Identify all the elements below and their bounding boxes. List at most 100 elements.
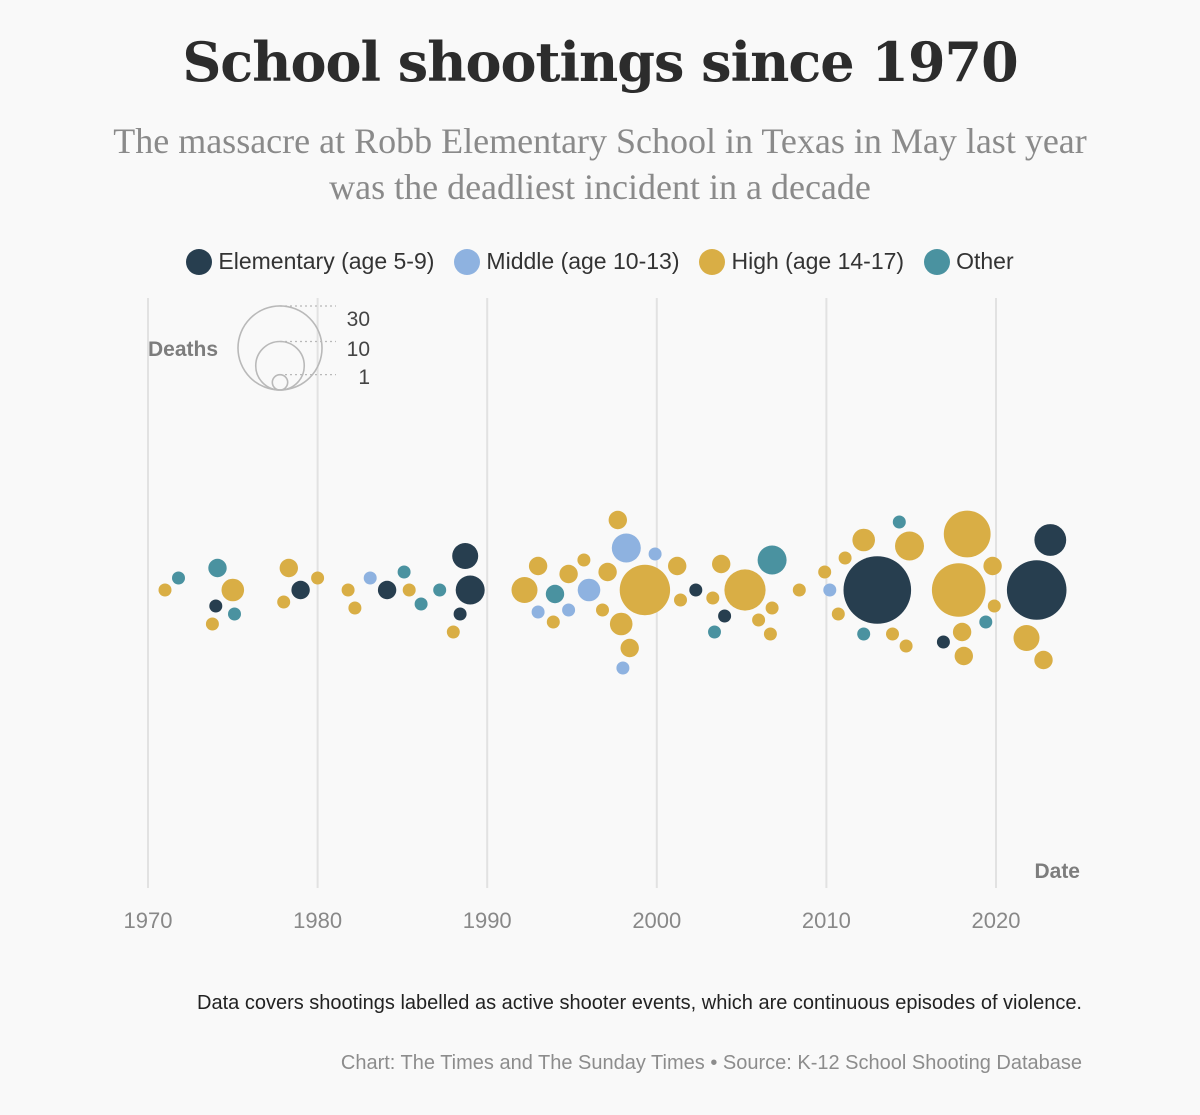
size-legend-circle-30 [237,305,323,391]
bubble-elementary-7 [455,575,485,605]
bubble-other-76 [979,615,993,629]
bubble-high-63 [831,607,845,621]
bubble-high-56 [674,593,687,607]
bubble-other-70 [397,565,411,579]
bubble-elementary-35 [453,607,467,621]
bubble-high-23 [598,562,617,582]
size-legend-label-1: 1 [358,366,370,389]
bubble-middle-44 [823,583,837,597]
footnote: Data covers shootings labelled as active… [197,992,1082,1014]
bubble-high-58 [752,613,766,627]
bubble-high-45 [158,583,172,597]
bubble-other-10 [757,545,787,575]
bubble-high-13 [1013,625,1040,651]
bubble-middle-42 [616,661,630,675]
bubble-other-74 [857,627,871,641]
legend-item-other: Other [924,248,1014,275]
x-tick-label-2000: 2000 [632,908,681,933]
bubble-elementary-38 [936,635,950,649]
bubble-high-12 [511,577,538,603]
bubble-high-46 [205,617,219,631]
size-legend: Deaths 30 10 1 [148,305,370,391]
legend-label-elementary: Elementary (age 5-9) [218,248,435,274]
legend-label-middle: Middle (age 10-13) [486,248,680,274]
bubble-other-33 [545,584,565,604]
bubbles [158,510,1067,675]
bubble-middle-40 [531,605,545,619]
size-legend-label-10: 10 [347,338,370,361]
bubble-elementary-19 [377,580,397,600]
size-legend-title: Deaths [148,338,218,361]
bubble-elementary-6 [1034,524,1067,556]
x-axis-ticks: 1970 1980 1990 2000 2010 2020 [124,908,1021,933]
bubble-high-47 [277,595,291,609]
bubble-middle-8 [611,533,641,563]
bubble-middle-41 [562,603,576,617]
bubble-high-67 [987,599,1001,613]
bubble-other-72 [433,583,447,597]
bubble-high-29 [954,646,973,666]
size-legend-label-30: 30 [347,308,370,331]
bubble-high-22 [559,564,578,584]
chart-subtitle: The massacre at Robb Elementary School i… [113,121,1087,207]
size-legend-circle-1 [271,373,289,391]
chart-title: School shootings since 1970 [182,30,1018,94]
bubble-high-5 [724,569,766,611]
bubble-elementary-18 [291,580,310,600]
bubble-other-69 [228,607,241,621]
bubble-elementary-34 [209,599,223,613]
size-legend-circle-10 [254,340,306,391]
bubble-high-62 [818,565,832,579]
bubble-high-24 [620,638,639,658]
scatter-plot: 1970 1980 1990 2000 2010 2020 Date Deaths 30 1… [124,298,1080,933]
bubble-high-3 [619,564,671,616]
bubble-high-27 [712,554,731,574]
bubble-high-61 [792,583,806,597]
x-tick-label-2010: 2010 [802,908,851,933]
x-tick-label-2020: 2020 [972,908,1021,933]
bubble-high-64 [838,551,852,565]
bubble-high-15 [221,578,245,602]
bubble-other-71 [414,597,428,611]
bubble-elementary-37 [718,609,732,623]
x-tick-label-1980: 1980 [293,908,342,933]
bubble-high-30 [983,556,1002,576]
bubble-high-26 [668,556,687,576]
x-axis-label: Date [1034,860,1080,883]
bubble-high-9 [895,531,924,561]
bubble-middle-14 [577,578,601,602]
bubble-elementary-1 [1006,560,1067,620]
bubble-high-50 [348,601,362,615]
bubble-elementary-0 [843,556,912,624]
bubble-high-66 [899,639,913,653]
bubble-high-65 [886,627,899,641]
color-legend: Elementary (age 5-9) Middle (age 10-13) … [0,248,1200,275]
legend-label-other: Other [956,248,1014,274]
bubble-high-48 [311,571,325,585]
bubble-high-20 [279,558,298,578]
bubble-high-52 [446,625,460,639]
legend-swatch-high [699,248,726,275]
legend-item-elementary: Elementary (age 5-9) [186,248,434,275]
bubble-high-49 [341,583,355,597]
bubble-high-28 [952,622,972,642]
x-tick-label-1990: 1990 [463,908,512,933]
bubble-high-57 [706,591,720,605]
legend-swatch-middle [454,248,481,275]
bubble-high-54 [577,553,591,567]
bubble-other-32 [208,558,227,578]
bubble-high-31 [1034,650,1053,670]
bubble-high-59 [765,601,779,615]
legend-swatch-elementary [186,248,213,275]
legend-label-high: High (age 14-17) [731,248,905,274]
bubble-high-53 [546,615,560,629]
x-tick-label-1970: 1970 [124,908,173,933]
source-credit: Chart: The Times and The Sunday Times • … [340,1052,1082,1074]
bubble-middle-39 [363,571,377,585]
bubble-elementary-11 [452,543,479,569]
bubble-high-4 [943,510,991,558]
legend-item-high: High (age 14-17) [699,248,904,275]
bubble-middle-43 [648,547,662,561]
bubble-high-21 [528,556,548,576]
legend-swatch-other [924,248,951,275]
